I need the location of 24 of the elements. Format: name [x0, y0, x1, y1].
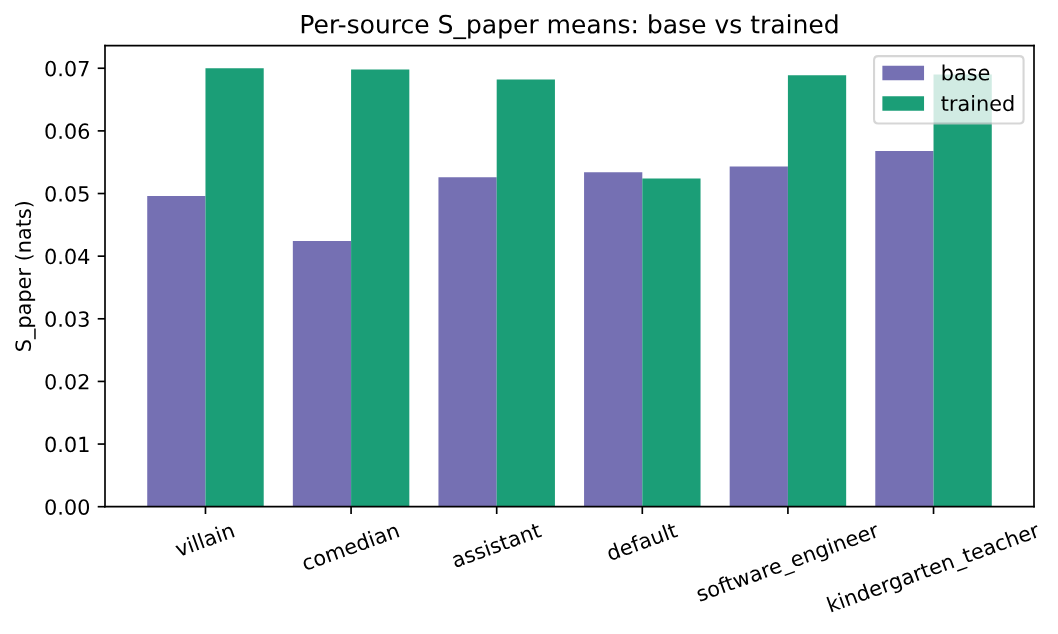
bar [438, 177, 497, 507]
y-tick-label: 0.06 [45, 123, 90, 140]
bar [147, 196, 206, 507]
y-tick-label: 0.04 [45, 248, 90, 265]
bar [205, 68, 264, 507]
bar [642, 178, 701, 507]
chart-title: Per-source S_paper means: base vs trained [301, 14, 838, 40]
y-tick-label: 0.01 [45, 436, 89, 453]
bar [584, 172, 643, 507]
y-tick-label: 0.05 [45, 185, 89, 202]
x-tick-label: villain [173, 521, 235, 558]
bar [875, 150, 934, 507]
y-tick-label: 0.03 [45, 311, 89, 327]
legend-label: trained [941, 95, 1014, 112]
y-tick-label: 0.07 [45, 60, 89, 77]
legend-label: base [942, 64, 990, 81]
bar [292, 241, 352, 507]
bar [496, 79, 555, 507]
y-tick-label: 0.00 [45, 499, 90, 515]
y-axis-title: S_paper (nats) [14, 201, 36, 351]
bar [787, 75, 847, 507]
bar [351, 69, 410, 507]
y-tick-label: 0.02 [45, 373, 89, 390]
bar [729, 166, 788, 507]
